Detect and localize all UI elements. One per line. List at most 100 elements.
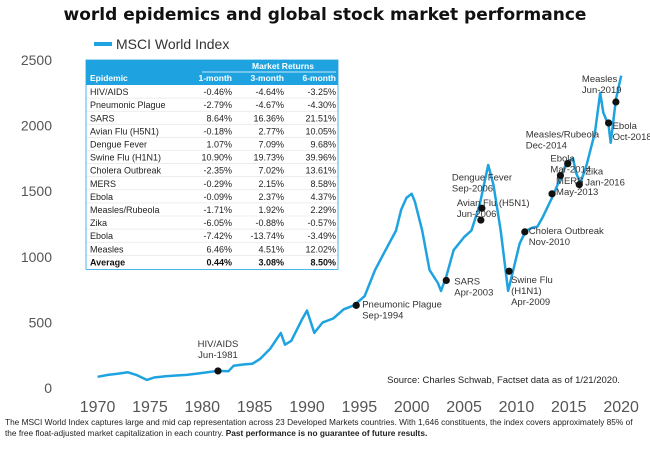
x-tick-label: 2000 xyxy=(394,399,430,416)
x-tick-label: 1985 xyxy=(237,399,273,416)
table-cell: 2.77% xyxy=(258,126,284,136)
footnote-emphasis: Past performance is no guarantee of futu… xyxy=(225,427,428,438)
y-tick-label: 500 xyxy=(29,314,53,330)
event-marker xyxy=(477,216,485,224)
series-line-msci-world-index xyxy=(97,75,623,382)
x-tick-label: 2020 xyxy=(603,399,639,416)
event-label-line: HIV/AIDS xyxy=(198,339,239,350)
chart-canvas: world epidemics and global stock market … xyxy=(21,5,650,416)
event-label-line: Measles/Rubeola xyxy=(526,130,600,141)
table-cell: 12.02% xyxy=(305,244,336,254)
event-marker xyxy=(556,171,565,180)
table-cell: 16.36% xyxy=(253,113,284,123)
y-tick-label: 2000 xyxy=(21,118,52,134)
table-cell: Ebola xyxy=(90,231,113,241)
event-label-line: May-2013 xyxy=(556,187,598,198)
event-label-line: Apr-2009 xyxy=(511,297,550,308)
event-label: Measles Jun-2019 xyxy=(582,74,622,96)
event-label-line: Apr-2003 xyxy=(454,287,493,298)
table-cell: -3.25% xyxy=(307,87,336,97)
table-cell: Measles/Rubeola xyxy=(90,205,160,215)
table-cell: Swine Flu (H1N1) xyxy=(90,153,161,163)
table-cell: 19.73% xyxy=(253,153,284,163)
returns-table: Market Returns Epidemic 1-month 3-month 6-mo… xyxy=(85,59,339,270)
chart-title: world epidemics and global stock market … xyxy=(64,5,587,25)
event-label-line: Pneumonic Plague xyxy=(362,299,442,310)
footnote: The MSCI World Index captures large and … xyxy=(5,417,645,438)
table-cell: -13.74% xyxy=(250,231,284,241)
table-border xyxy=(85,59,339,270)
table-group-header: Market Returns xyxy=(252,61,314,71)
event-label-line: MERS xyxy=(556,176,583,187)
table-header-band xyxy=(86,60,338,85)
table-cell: 9.68% xyxy=(310,140,336,150)
x-tick-label: 1975 xyxy=(132,399,168,416)
event-label: Zika Jan-2016 xyxy=(585,167,625,189)
event-markers: HIV/AIDS Jun-1981 Pneumonic Plague Sep-1994… xyxy=(198,74,650,375)
table-cell: -2.35% xyxy=(203,166,232,176)
table-cell: 7.09% xyxy=(258,140,284,150)
x-tick-label: 2015 xyxy=(551,399,587,416)
x-tick-label: 1980 xyxy=(184,399,220,416)
event-marker xyxy=(478,204,486,212)
table-cell: 2.15% xyxy=(258,179,284,189)
legend-label: MSCI World Index xyxy=(116,36,229,52)
table-cell: 6.46% xyxy=(206,244,232,254)
event-label-line: Dengue Fever xyxy=(452,172,512,183)
table-column-header: 3-month xyxy=(250,73,284,83)
table-cell: Avian Flu (H5N1) xyxy=(90,126,159,136)
table-cell: 8.58% xyxy=(310,179,336,189)
y-tick-label: 2500 xyxy=(21,52,52,68)
table-cell: 2.29% xyxy=(310,205,336,215)
event-marker xyxy=(564,160,572,168)
event-label-line: (H1N1) xyxy=(511,286,542,297)
table-column-header: Epidemic xyxy=(90,73,128,83)
event-marker xyxy=(352,301,360,309)
event-label-line: Oct-2018 xyxy=(613,132,650,143)
event-label-line: SARS xyxy=(454,276,480,287)
event-label: Ebola Mar-2014 xyxy=(550,153,591,175)
table-cell: SARS xyxy=(90,113,115,123)
table-cell: 1.07% xyxy=(206,140,232,150)
table-cell: -3.49% xyxy=(307,231,336,241)
table-cell: 8.64% xyxy=(206,113,232,123)
table-total-cell: 3.08% xyxy=(258,257,284,267)
table-cell: Cholera Outbreak xyxy=(90,166,162,176)
table-cell: 4.37% xyxy=(310,192,336,202)
event-marker xyxy=(505,267,513,275)
table-column-header: 6-month xyxy=(302,73,336,83)
event-label-line: Sep-2006 xyxy=(452,183,493,194)
event-marker xyxy=(575,181,583,189)
event-label-line: Sep-1994 xyxy=(362,310,403,321)
event-label: Dengue Fever Sep-2006 xyxy=(452,172,512,194)
table-cell: 2.37% xyxy=(258,192,284,202)
table-cell: -2.79% xyxy=(203,100,232,110)
y-tick-label: 1500 xyxy=(21,183,52,199)
event-label-line: Jun-2019 xyxy=(582,85,622,96)
event-label: Ebola Oct-2018 xyxy=(613,121,650,143)
table-cell: 7.02% xyxy=(258,166,284,176)
table-cell: -0.09% xyxy=(203,192,232,202)
event-label: Swine Flu (H1N1) Apr-2009 xyxy=(511,275,553,308)
table-cell: 4.51% xyxy=(258,244,284,254)
event-label: Measles/Rubeola Dec-2014 xyxy=(526,130,600,152)
event-marker xyxy=(604,119,613,127)
table-cell: 39.96% xyxy=(305,153,336,163)
table-cell: Zika xyxy=(90,218,107,228)
x-tick-label: 2010 xyxy=(499,399,535,416)
event-label-line: Nov-2010 xyxy=(529,237,570,248)
event-label-line: Measles xyxy=(582,74,618,85)
event-marker xyxy=(548,190,556,198)
table-cell: 21.51% xyxy=(305,113,336,123)
footnote-text: The MSCI World Index captures large and … xyxy=(5,417,633,438)
y-tick-label: 0 xyxy=(44,380,52,396)
event-label-line: Ebola xyxy=(550,153,575,164)
event-label: HIV/AIDS Jun-1981 xyxy=(198,339,239,361)
table-cell: -4.30% xyxy=(307,100,336,110)
table-cell: -0.29% xyxy=(203,179,232,189)
event-label-line: Swine Flu xyxy=(511,275,553,286)
table-total-cell: Average xyxy=(90,257,125,267)
table-cell: Pneumonic Plague xyxy=(90,100,166,110)
table-cell: MERS xyxy=(90,179,116,189)
event-label-line: Dec-2014 xyxy=(526,141,567,152)
